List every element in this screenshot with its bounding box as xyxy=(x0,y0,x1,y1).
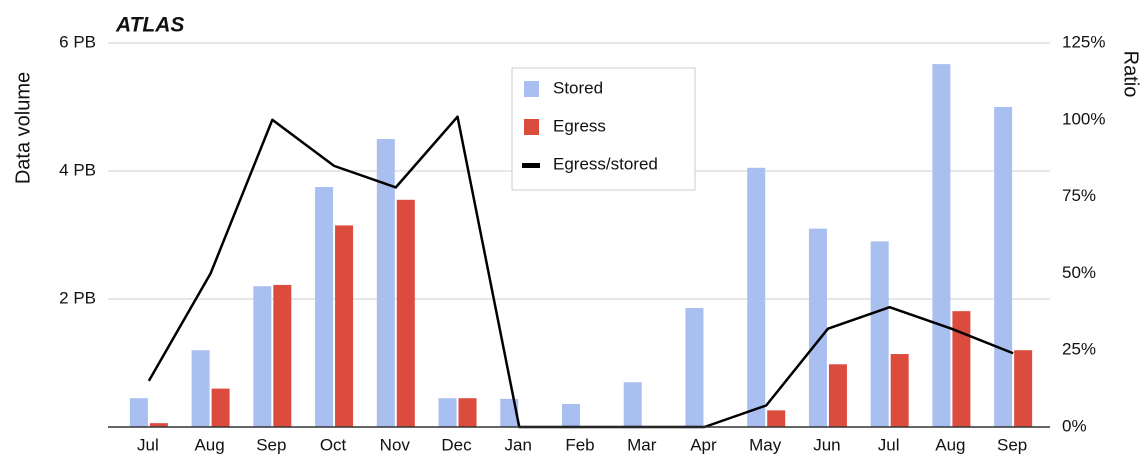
bar xyxy=(191,350,210,427)
legend-swatch xyxy=(524,119,539,135)
y-tick-label: 4 PB xyxy=(59,160,96,179)
bar xyxy=(315,187,334,427)
bar xyxy=(685,307,704,427)
legend-label: Egress xyxy=(553,116,606,135)
legend: Stored Egress Egress/stored xyxy=(511,67,696,191)
bar xyxy=(1014,350,1033,427)
x-tick-label: Jan xyxy=(505,435,532,454)
bar xyxy=(932,64,951,428)
chart-title: ATLAS xyxy=(115,14,184,37)
bar xyxy=(438,398,457,427)
x-tick-label: Apr xyxy=(690,435,717,454)
bar xyxy=(253,286,272,427)
bar xyxy=(211,388,230,427)
legend-swatch xyxy=(522,163,540,168)
x-tick-label: May xyxy=(749,435,782,454)
y2-axis-label: Ratio xyxy=(1120,51,1142,98)
legend-label: Egress/stored xyxy=(553,154,658,173)
bar xyxy=(273,284,292,427)
y-tick-label: 6 PB xyxy=(59,32,96,51)
bar xyxy=(149,423,168,427)
x-tick-label: Mar xyxy=(627,435,657,454)
bar xyxy=(994,107,1013,427)
legend-swatch xyxy=(524,81,539,97)
y2-tick-label: 50% xyxy=(1062,263,1096,282)
y2-tick-label: 25% xyxy=(1062,340,1096,359)
bar xyxy=(129,398,148,427)
bar xyxy=(808,228,827,427)
x-tick-label: Jul xyxy=(137,435,159,454)
bar xyxy=(376,139,395,427)
y2-tick-label: 125% xyxy=(1062,32,1105,51)
y2-tick-label: 0% xyxy=(1062,416,1087,435)
y-tick-label: 2 PB xyxy=(59,288,96,307)
bar xyxy=(767,410,786,427)
x-tick-label: Sep xyxy=(997,435,1027,454)
y2-tick-label: 100% xyxy=(1062,109,1105,128)
x-tick-label: Nov xyxy=(380,435,411,454)
bar xyxy=(623,382,642,427)
bar xyxy=(952,311,971,427)
bar xyxy=(458,398,477,427)
bar xyxy=(396,199,415,427)
bar xyxy=(500,398,519,427)
x-tick-label: Aug xyxy=(194,435,224,454)
x-tick-label: Feb xyxy=(565,435,594,454)
y-axis-label: Data volume xyxy=(12,72,34,184)
bar xyxy=(747,167,766,428)
x-tick-label: Aug xyxy=(935,435,965,454)
x-tick-label: Jul xyxy=(878,435,900,454)
y2-tick-label: 75% xyxy=(1062,186,1096,205)
bar xyxy=(890,354,909,427)
x-tick-label: Dec xyxy=(441,435,472,454)
bar xyxy=(828,364,847,427)
x-tick-label: Jun xyxy=(813,435,840,454)
x-tick-label: Oct xyxy=(320,435,347,454)
bar xyxy=(335,225,354,427)
legend-box xyxy=(511,67,696,191)
bar xyxy=(870,241,889,427)
x-tick-label: Sep xyxy=(256,435,286,454)
grid: 2 PB 4 PB 6 PB 0% 25% 50% 75% 100% 125% xyxy=(59,32,1105,435)
plot: Jul Aug Sep Oct Nov Dec Jan Feb Mar Apr May Jun Jul A… xyxy=(129,64,1033,454)
bar xyxy=(562,403,580,427)
legend-label: Stored xyxy=(553,78,603,97)
